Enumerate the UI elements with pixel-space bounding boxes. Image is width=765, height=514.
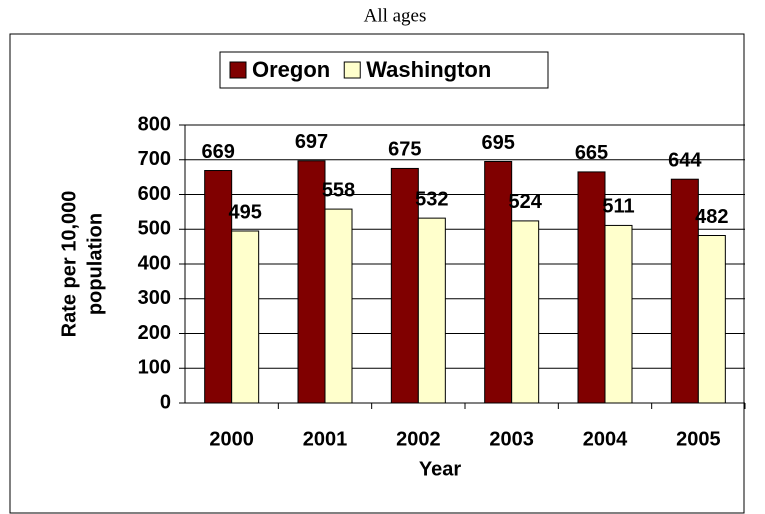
bar xyxy=(577,171,606,404)
bar xyxy=(604,224,633,404)
data-label: 695 xyxy=(481,132,514,154)
chart-title: All ages xyxy=(364,5,427,26)
bar xyxy=(231,230,260,404)
bar xyxy=(297,160,326,404)
data-label: 524 xyxy=(508,191,542,213)
x-axis-title: Year xyxy=(419,458,461,480)
data-label: 532 xyxy=(415,188,448,210)
y-tick-label: 600 xyxy=(138,183,171,205)
x-tick-label: 2000 xyxy=(209,428,254,450)
bar xyxy=(511,220,540,404)
x-tick-label: 2001 xyxy=(303,428,348,450)
x-tick-label: 2002 xyxy=(396,428,441,450)
y-tick-label: 500 xyxy=(138,218,171,240)
legend-label: Oregon xyxy=(252,57,330,82)
data-label: 511 xyxy=(602,196,634,218)
x-tick-label: 2005 xyxy=(676,428,721,450)
data-label: 558 xyxy=(322,179,355,201)
x-tick-label: 2003 xyxy=(489,428,534,450)
y-axis-title: Rate per 10,000 xyxy=(58,191,80,338)
chart-frame xyxy=(9,33,745,514)
data-label: 697 xyxy=(295,131,328,153)
y-tick-label: 400 xyxy=(138,252,171,274)
bar xyxy=(417,217,446,404)
y-tick-label: 0 xyxy=(160,391,171,413)
y-tick-label: 100 xyxy=(138,357,171,379)
legend-box xyxy=(219,51,549,89)
y-tick-label: 200 xyxy=(138,322,171,344)
y-axis-title: population xyxy=(84,213,106,315)
data-label: 675 xyxy=(388,139,421,161)
x-tick-label: 2004 xyxy=(583,428,628,450)
legend-label: Washington xyxy=(366,57,491,82)
data-label: 644 xyxy=(668,149,702,171)
legend-swatch xyxy=(343,61,361,79)
data-label: 669 xyxy=(201,141,234,163)
bar xyxy=(390,167,419,404)
legend-swatch xyxy=(229,61,247,79)
data-label: 665 xyxy=(575,142,608,164)
bar xyxy=(324,208,353,404)
y-tick-label: 800 xyxy=(138,113,171,135)
y-tick-label: 300 xyxy=(138,287,171,309)
data-label: 482 xyxy=(695,206,728,228)
bar xyxy=(484,160,513,404)
data-label: 495 xyxy=(228,201,261,223)
bar xyxy=(697,235,726,404)
y-tick-label: 700 xyxy=(138,148,171,170)
